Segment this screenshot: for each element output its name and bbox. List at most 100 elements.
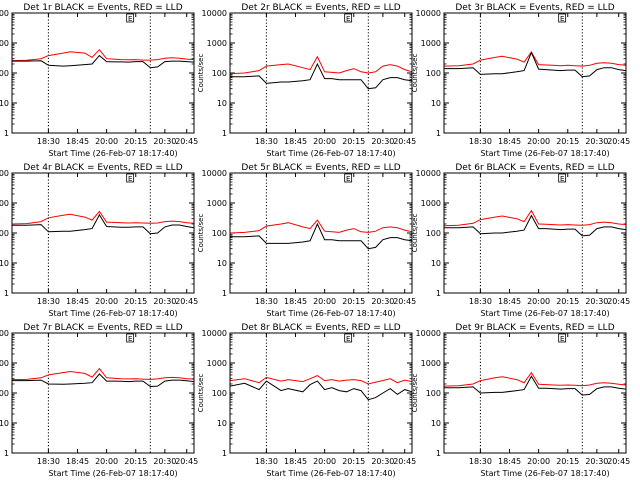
legend-marker-box (126, 173, 135, 183)
y-tick-label: 100 (212, 389, 227, 398)
series-line-lld (229, 55, 413, 75)
y-tick-label: 1 (222, 449, 227, 458)
x-tick-label: 18:30 (255, 137, 278, 146)
y-tick-label: 1000 (421, 199, 441, 208)
x-tick-label: 18:30 (37, 137, 60, 146)
panel-title: Det 9r BLACK = Events, RED = LLD (455, 323, 614, 333)
y-tick-label: 10 (0, 99, 9, 108)
y-tick-label: 1000 (207, 39, 227, 48)
series-line-lld (443, 51, 627, 67)
y-tick-label: 100 (0, 229, 9, 238)
series-line-lld (443, 371, 627, 387)
x-tick-label: 18:45 (66, 457, 89, 466)
panel-title: Det 6r BLACK = Events, RED = LLD (455, 163, 614, 173)
panel-det-9: Det 9r BLACK = Events, RED = LLD Counts/s… (411, 323, 630, 478)
x-tick-label: 20:00 (95, 137, 118, 146)
y-axis-label: Counts/sec (411, 374, 419, 413)
x-axis-label: Start Time (26-Feb-07 18:17:40) (480, 469, 609, 478)
y-tick-label: 10000 (0, 329, 9, 338)
x-tick-label: 18:45 (498, 457, 521, 466)
x-axis-label: Start Time (26-Feb-07 18:17:40) (266, 309, 395, 318)
x-axis-label: Start Time (26-Feb-07 18:17:40) (48, 149, 177, 158)
x-tick-label: 20:15 (556, 457, 579, 466)
y-tick-label: 10 (431, 259, 441, 268)
x-tick-label: 20:00 (527, 297, 550, 306)
y-tick-label: 10000 (416, 329, 441, 338)
y-tick-label: 1000 (421, 359, 441, 368)
panel-det-7: Det 7r BLACK = Events, RED = LLDCounts/s… (0, 323, 198, 478)
legend-marker-label: E (128, 175, 132, 183)
y-tick-label: 10000 (416, 169, 441, 178)
series-line-lld (229, 219, 413, 234)
panel-det-1: Det 1r BLACK = Events, RED = LLDCounts/s… (0, 3, 198, 158)
y-tick-label: 1 (222, 129, 227, 138)
legend-marker-label: E (128, 335, 132, 343)
legend-marker-box (558, 333, 567, 343)
y-tick-label: 1000 (0, 39, 9, 48)
x-tick-label: 20:15 (342, 137, 365, 146)
y-tick-label: 1 (436, 289, 441, 298)
y-tick-label: 100 (0, 389, 9, 398)
y-axis-label: Counts/sec (197, 374, 205, 413)
x-tick-label: 20:15 (124, 297, 147, 306)
x-tick-label: 20:00 (527, 137, 550, 146)
y-tick-label: 100 (212, 69, 227, 78)
series-line-lld (229, 375, 413, 385)
y-tick-label: 10 (217, 99, 227, 108)
panel-title: Det 1r BLACK = Events, RED = LLD (23, 3, 182, 13)
series-line-events (230, 62, 413, 90)
panel-det-8: Det 8r BLACK = Events, RED = LLD Counts/s… (197, 323, 416, 478)
x-tick-label: 18:30 (37, 457, 60, 466)
x-tick-label: 18:45 (66, 137, 89, 146)
legend-marker-box (126, 333, 135, 343)
x-tick-label: 20:30 (585, 137, 608, 146)
x-tick-label: 20:15 (124, 137, 147, 146)
series-line-events (229, 380, 413, 401)
x-tick-label: 18:30 (37, 297, 60, 306)
series-line-events (444, 214, 627, 237)
legend-marker-box (126, 13, 135, 23)
plot-frame (443, 332, 627, 454)
x-tick-label: 20:15 (342, 457, 365, 466)
panel-title: Det 5r BLACK = Events, RED = LLD (241, 163, 400, 173)
x-tick-label: 18:30 (255, 297, 278, 306)
x-tick-label: 20:00 (313, 137, 336, 146)
x-axis-label: Start Time (26-Feb-07 18:17:40) (266, 469, 395, 478)
x-tick-label: 20:30 (371, 297, 394, 306)
y-tick-label: 1 (436, 449, 441, 458)
x-tick-label: 20:45 (607, 137, 630, 146)
plot-frame (229, 172, 413, 294)
x-tick-label: 20:45 (393, 137, 416, 146)
legend-marker-label: E (128, 15, 132, 23)
x-tick-label: 20:45 (393, 457, 416, 466)
x-tick-label: 20:45 (175, 137, 198, 146)
legend-marker-label: E (560, 175, 564, 183)
panel-det-5: Det 5r BLACK = Events, RED = LLD Counts/s… (197, 163, 416, 318)
panel-det-4: Det 4r BLACK = Events, RED = LLDCounts/s… (0, 163, 198, 318)
x-axis-label: Start Time (26-Feb-07 18:17:40) (48, 469, 177, 478)
y-tick-label: 1 (222, 289, 227, 298)
x-tick-label: 20:30 (585, 457, 608, 466)
panel-title: Det 4r BLACK = Events, RED = LLD (23, 163, 182, 173)
x-tick-label: 18:30 (469, 137, 492, 146)
x-tick-label: 18:30 (255, 457, 278, 466)
series-line-lld (11, 48, 195, 62)
y-tick-label: 1 (4, 129, 9, 138)
panel-title: Det 8r BLACK = Events, RED = LLD (241, 323, 400, 333)
legend-marker-box (344, 173, 353, 183)
x-tick-label: 20:15 (124, 457, 147, 466)
y-tick-label: 100 (426, 229, 441, 238)
y-tick-label: 1 (4, 449, 9, 458)
panel-det-6: Det 6r BLACK = Events, RED = LLD Counts/s… (411, 163, 630, 318)
plot-frame (443, 172, 627, 294)
plot-frame (443, 12, 627, 134)
legend-marker-label: E (346, 15, 350, 23)
x-tick-label: 18:45 (66, 297, 89, 306)
x-tick-label: 18:45 (498, 137, 521, 146)
y-tick-label: 10 (217, 259, 227, 268)
x-axis-label: Start Time (26-Feb-07 18:17:40) (48, 309, 177, 318)
x-tick-label: 18:30 (469, 457, 492, 466)
x-tick-label: 18:30 (469, 297, 492, 306)
x-tick-label: 20:15 (556, 297, 579, 306)
legend-marker-label: E (346, 175, 350, 183)
